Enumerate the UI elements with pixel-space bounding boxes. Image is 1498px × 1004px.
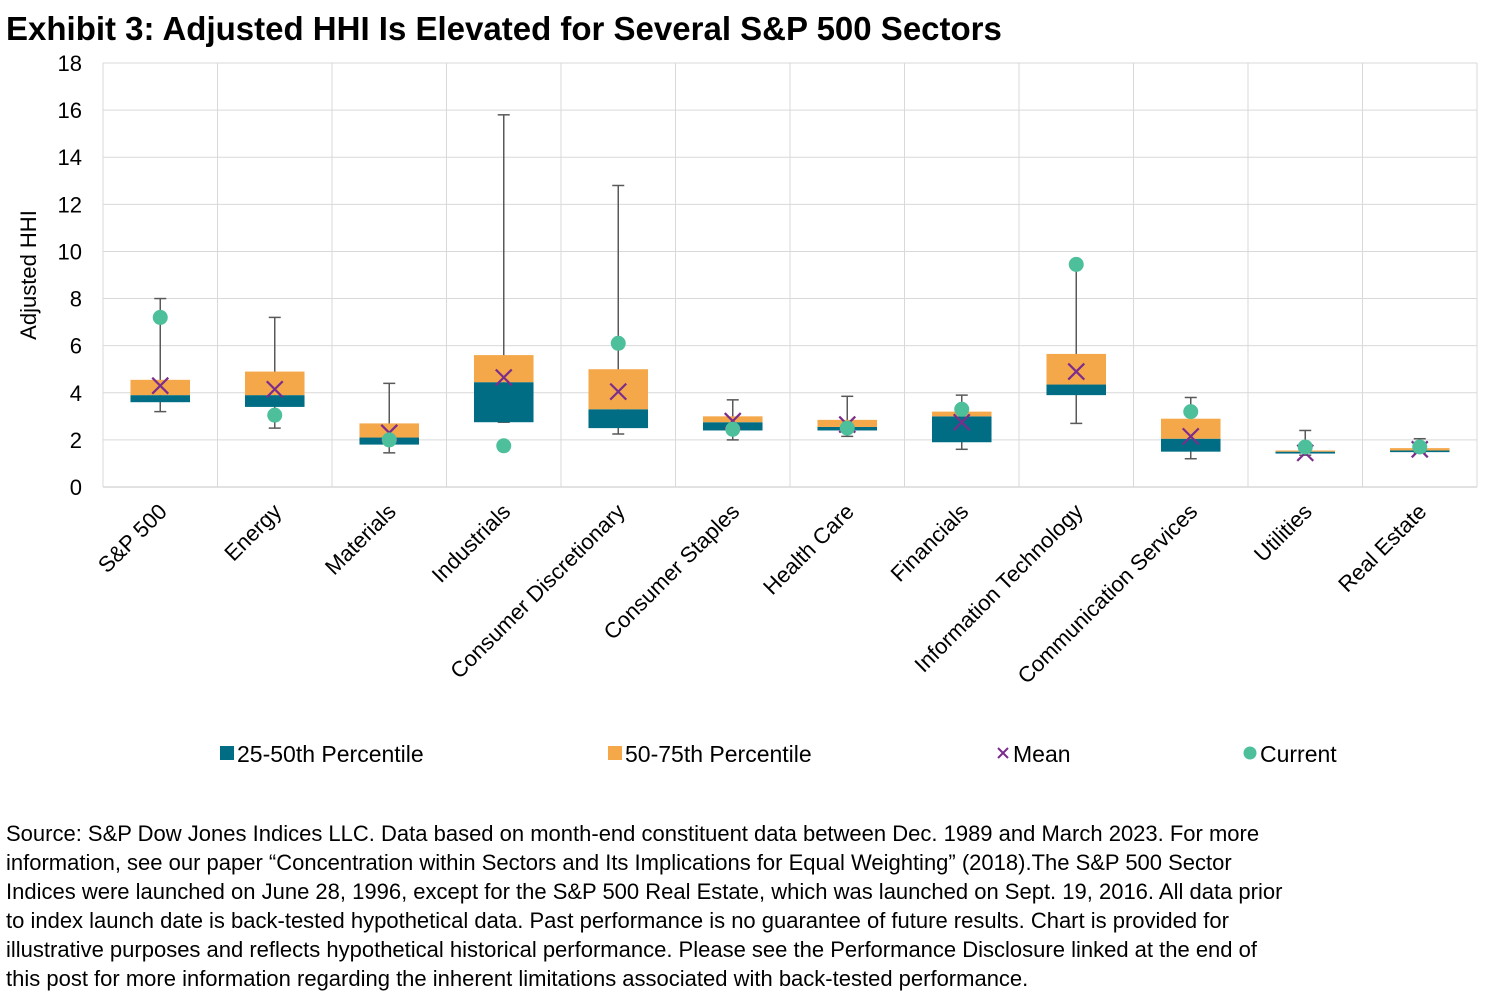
mean-marker (494, 368, 513, 387)
current-marker (381, 432, 397, 448)
source-note: this post for more information regarding… (6, 966, 1028, 991)
current-marker (1068, 256, 1084, 272)
x-tick-label: Materials (320, 499, 401, 580)
legend-label: 25-50th Percentile (237, 741, 424, 767)
y-tick-label: 2 (70, 428, 82, 453)
legend-label: 50-75th Percentile (625, 741, 812, 767)
current-marker (1412, 439, 1428, 455)
y-tick-label: 16 (58, 98, 82, 123)
x-tick-label: S&P 500 (93, 499, 172, 578)
box-upper (244, 371, 305, 396)
box-upper (1046, 353, 1107, 385)
y-tick-label: 18 (58, 51, 82, 76)
mean-marker (609, 382, 628, 401)
legend-label: Current (1260, 741, 1337, 767)
box-lower (1046, 384, 1107, 396)
y-tick-label: 6 (70, 334, 82, 359)
current-marker (496, 438, 512, 454)
y-tick-label: 8 (70, 287, 82, 312)
x-tick-label: Financials (886, 499, 974, 587)
current-marker (725, 421, 741, 437)
source-note: Indices were launched on June 28, 1996, … (6, 879, 1282, 904)
mean-marker (151, 376, 170, 395)
y-tick-label: 0 (70, 475, 82, 500)
y-axis-label: Adjusted HHI (16, 210, 41, 340)
box-lower (931, 416, 992, 443)
mean-marker (265, 380, 284, 399)
current-marker (610, 335, 626, 351)
legend-swatch (608, 746, 622, 760)
mean-marker (1181, 427, 1200, 446)
x-tick-label: Industrials (427, 499, 516, 588)
legend-label: Mean (1013, 741, 1071, 767)
source-note: to index launch date is back-tested hypo… (6, 908, 1229, 933)
mean-marker (1067, 362, 1086, 381)
current-marker (954, 401, 970, 417)
y-tick-label: 10 (58, 239, 82, 264)
x-tick-label: Real Estate (1333, 499, 1431, 597)
current-marker (839, 420, 855, 436)
x-tick-label: Utilities (1249, 499, 1317, 567)
current-marker (152, 309, 168, 325)
source-note: Source: S&P Dow Jones Indices LLC. Data … (6, 821, 1259, 846)
current-marker (1297, 439, 1313, 455)
y-tick-label: 14 (58, 145, 82, 170)
current-marker (1183, 404, 1199, 420)
box-upper (702, 416, 763, 423)
chart-title: Exhibit 3: Adjusted HHI Is Elevated for … (6, 10, 1002, 47)
box-lower (473, 382, 534, 423)
box-upper (130, 379, 191, 396)
box-upper (588, 369, 649, 410)
x-tick-label: Health Care (758, 499, 859, 600)
y-tick-label: 4 (70, 381, 82, 406)
box-lower (588, 409, 649, 429)
mean-marker (952, 413, 971, 431)
box-lower (244, 395, 305, 407)
x-tick-label: Energy (219, 499, 286, 566)
box-upper (359, 423, 420, 438)
box-upper (1160, 418, 1221, 439)
box-lower (1160, 438, 1221, 452)
box-lower (130, 395, 191, 403)
legend-swatch (220, 746, 234, 760)
source-note: information, see our paper “Concentratio… (6, 850, 1232, 875)
legend-marker (997, 747, 1009, 759)
y-tick-label: 12 (58, 192, 82, 217)
source-note: illustrative purposes and reflects hypot… (6, 937, 1258, 962)
current-marker (267, 407, 283, 423)
legend-marker (1243, 746, 1257, 760)
